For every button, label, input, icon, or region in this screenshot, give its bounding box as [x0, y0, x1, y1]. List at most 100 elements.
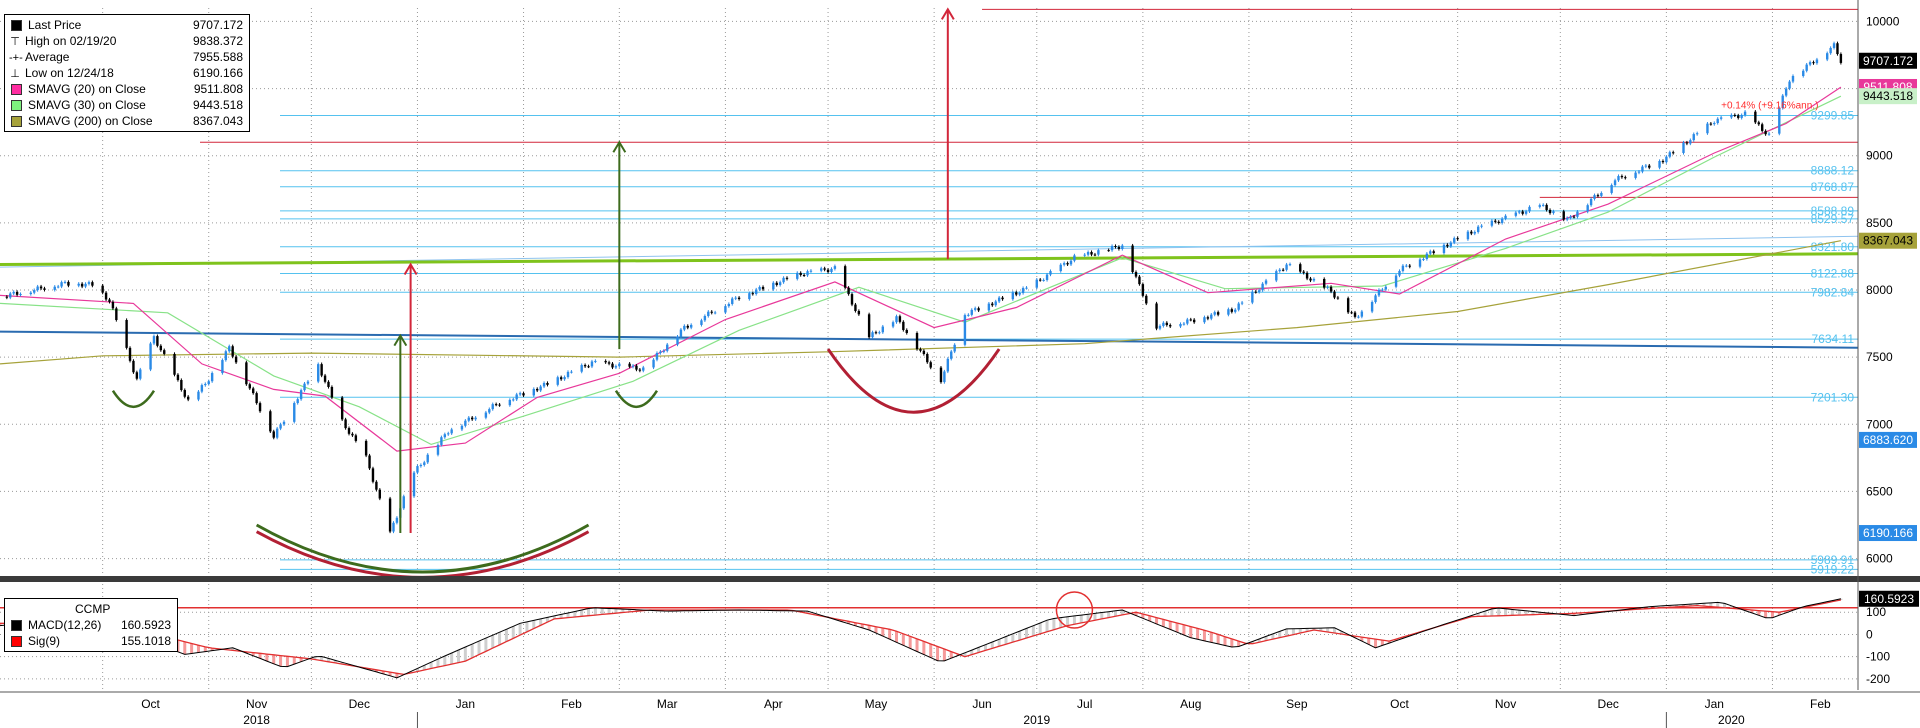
legend-item-average: -+- Average 7955.588 — [9, 49, 245, 65]
candle-body — [139, 369, 142, 379]
candle-body — [1689, 140, 1692, 144]
candle-body — [512, 399, 515, 401]
candle-body — [1514, 212, 1518, 216]
candle-body — [631, 365, 635, 367]
candle-body — [707, 311, 710, 317]
candle-body — [850, 294, 854, 305]
price-badge — [1859, 232, 1917, 249]
candle-body — [967, 314, 970, 316]
candle-body — [515, 394, 518, 400]
candle-body — [1713, 123, 1716, 125]
candle-body — [1251, 291, 1254, 303]
candle-body — [1767, 133, 1771, 135]
candle-body — [823, 268, 826, 270]
price-tick-label: 8000 — [1866, 283, 1893, 297]
candle-body — [275, 428, 279, 438]
candle-body — [1278, 269, 1281, 272]
candle-body — [1203, 317, 1206, 323]
candle-body — [371, 468, 375, 482]
candle-body — [703, 316, 707, 321]
candle-body — [1059, 264, 1062, 272]
candle-body — [56, 286, 60, 288]
legend-item-high: ⊤ High on 02/19/20 9838.372 — [9, 33, 245, 49]
candle-body — [163, 350, 166, 354]
candle-body — [351, 433, 354, 436]
candle-body — [1305, 272, 1309, 279]
candle-body — [1805, 64, 1808, 71]
candle-body — [183, 390, 186, 397]
month-tick-label: Mar — [657, 697, 678, 711]
fib-level-label: 9299.85 — [1811, 108, 1855, 122]
candle-body — [751, 293, 754, 295]
candle-body — [317, 364, 320, 382]
candle-body — [320, 364, 323, 376]
candle-body — [638, 369, 642, 371]
month-tick-label: Feb — [1810, 697, 1831, 711]
candle-body — [867, 314, 871, 338]
candle-body — [1518, 211, 1521, 213]
candle-body — [518, 393, 522, 395]
year-tick-label: 2018 — [243, 713, 270, 727]
candle-body — [991, 303, 994, 306]
candle-body — [676, 336, 679, 345]
candle-body — [1545, 204, 1548, 210]
candle-body — [1490, 220, 1494, 226]
candle-body — [1442, 244, 1446, 254]
candle-body — [1145, 295, 1148, 304]
candle-body — [101, 285, 104, 293]
candle-body — [104, 292, 108, 300]
legend-item-macd: MACD(12,26) 160.5923 — [9, 617, 173, 633]
candle-body — [347, 428, 351, 434]
candle-body — [1025, 287, 1028, 289]
price-legend: Last Price 9707.172 ⊤ High on 02/19/20 9838… — [4, 14, 250, 132]
candle-body — [296, 399, 299, 404]
candle-body — [1350, 312, 1353, 314]
fib-level-label: 8122.88 — [1811, 266, 1855, 280]
candle-body — [843, 266, 847, 288]
macd-tick-label: 100 — [1866, 605, 1886, 619]
candle-body — [1641, 166, 1644, 172]
candle-body — [1213, 312, 1216, 315]
candle-body — [970, 309, 973, 315]
candle-body — [221, 360, 224, 374]
candle-body — [1090, 252, 1093, 255]
candle-body — [375, 481, 378, 490]
candle-body — [1309, 278, 1312, 281]
fib-level-label: 8529.57 — [1811, 212, 1855, 226]
sma30-line — [0, 95, 1842, 446]
candle-body — [891, 322, 895, 327]
candle-body — [436, 444, 440, 455]
candle-body — [378, 489, 382, 499]
candle-body — [580, 365, 583, 372]
candle-body — [234, 356, 238, 363]
macd-tick-label: -200 — [1866, 672, 1890, 686]
candle-body — [1446, 244, 1449, 247]
candle-body — [1788, 81, 1791, 89]
candle-body — [1353, 312, 1357, 317]
candle-body — [919, 349, 922, 351]
candle-body — [1637, 171, 1641, 173]
candle-body — [91, 282, 94, 286]
candle-body — [1542, 204, 1545, 206]
candle-body — [778, 282, 782, 285]
candle-body — [809, 270, 813, 272]
signal-swatch — [11, 636, 22, 648]
candle-body — [539, 386, 542, 391]
macd-badge — [1859, 590, 1919, 607]
candle-body — [67, 281, 70, 286]
candle-body — [1836, 43, 1839, 55]
candle-body — [87, 282, 91, 284]
green-support-line — [0, 252, 1859, 266]
candle-body — [269, 411, 272, 432]
candle-body — [460, 425, 464, 430]
candle-body — [1538, 205, 1541, 207]
month-tick-label: Aug — [1180, 697, 1201, 711]
candle-body — [1394, 275, 1398, 287]
candle-body — [1730, 114, 1733, 118]
candle-body — [1360, 311, 1364, 317]
candle-body — [488, 409, 491, 413]
candle-body — [306, 381, 310, 384]
candle-body — [1754, 111, 1757, 123]
macd-swatch — [11, 620, 22, 632]
candle-body — [1158, 325, 1162, 329]
